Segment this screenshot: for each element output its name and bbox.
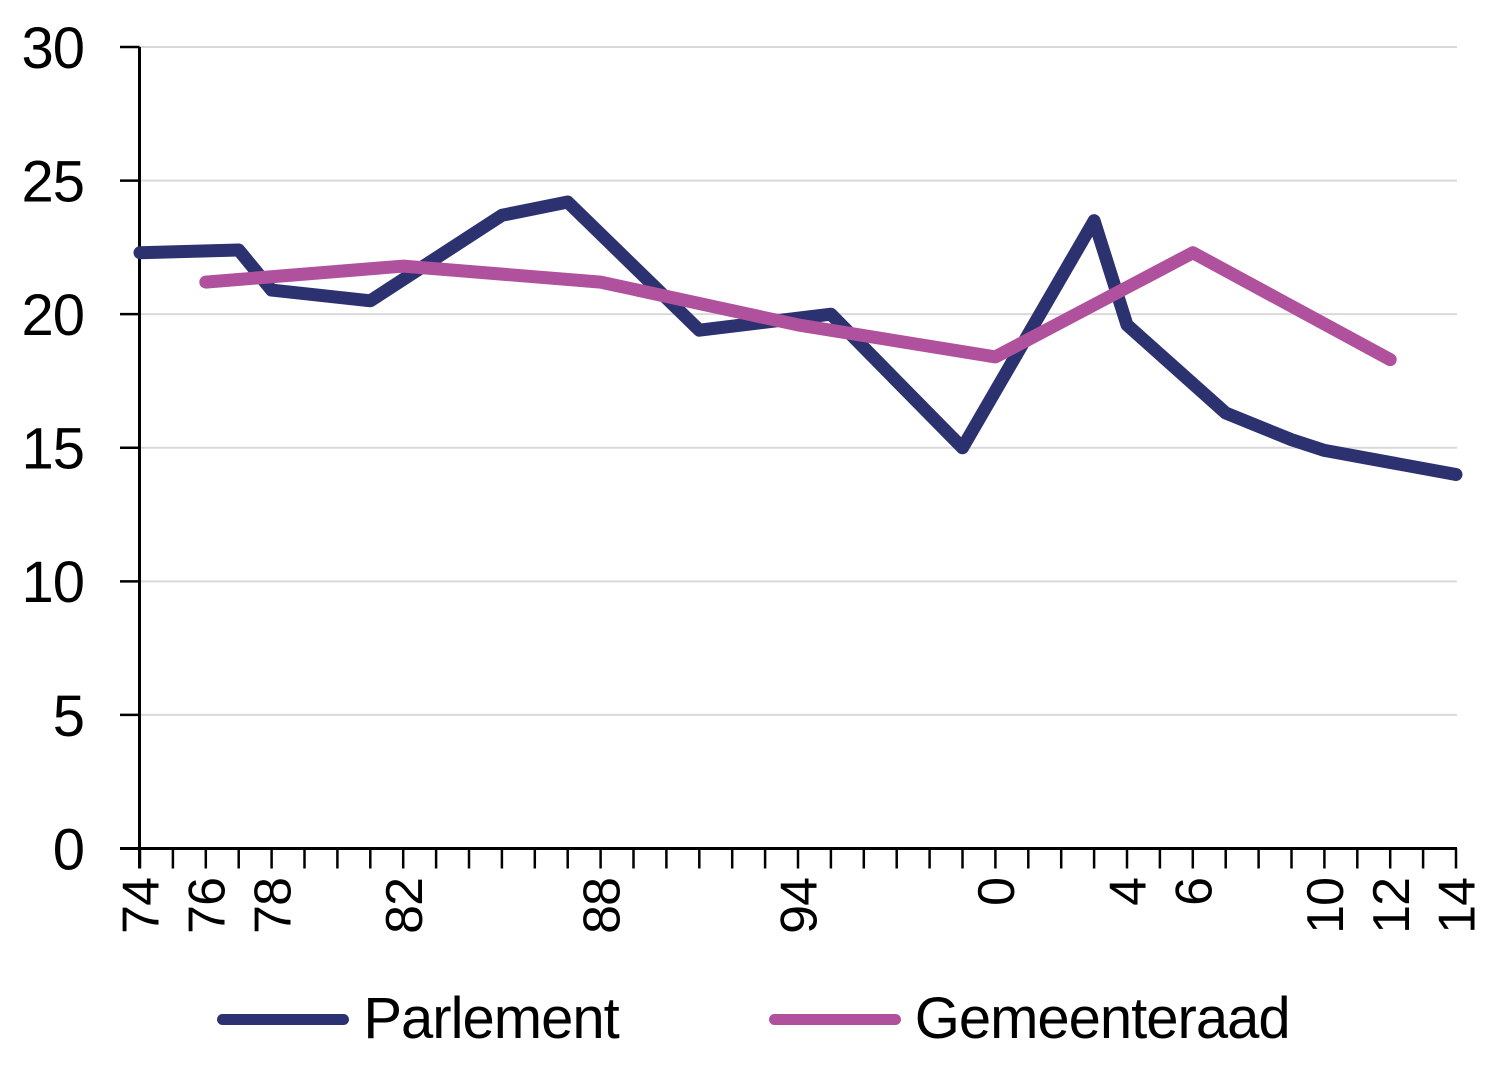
gemeenteraad-line: [199, 246, 1397, 367]
x-tick-label: 78: [244, 878, 302, 934]
x-tick-label: 14: [1429, 878, 1487, 934]
x-tick-label: 76: [179, 878, 237, 934]
legend-label-gemeenteraad: Gemeenteraad: [914, 986, 1291, 1051]
legend-item-gemeenteraad: Gemeenteraad: [768, 986, 1291, 1051]
y-tick-label: 25: [21, 149, 84, 214]
y-tick-label: 30: [21, 16, 84, 81]
x-tick-label: 82: [376, 878, 434, 934]
x-tick-label: 6: [1166, 878, 1224, 906]
y-tick-label: 5: [53, 684, 84, 749]
y-tick-label: 20: [21, 283, 84, 348]
legend-label-parlement: Parlement: [363, 986, 619, 1051]
x-tick-label: 4: [1100, 878, 1158, 906]
gemeenteraad-line-swatch: [768, 1013, 901, 1025]
x-tick-label: 94: [771, 878, 829, 934]
x-tick-label: 12: [1363, 878, 1421, 934]
x-tick-label: 88: [573, 878, 631, 934]
x-tick-label: 74: [113, 878, 171, 934]
y-tick-label: 0: [53, 817, 84, 882]
legend-item-parlement: Parlement: [217, 986, 620, 1051]
x-tick-label: 10: [1297, 878, 1355, 934]
y-tick-label: 15: [21, 417, 84, 482]
parlement-line-swatch: [217, 1013, 350, 1025]
legend: Parlement Gemeenteraad: [0, 990, 1507, 1048]
y-tick-label: 10: [21, 550, 84, 615]
parlement-line: [133, 195, 1463, 481]
x-tick-label: 0: [968, 878, 1026, 906]
